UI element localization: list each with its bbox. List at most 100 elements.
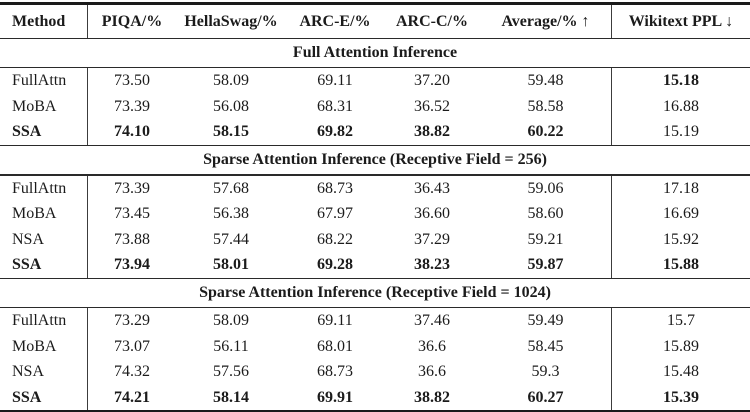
metric-cell: 17.18 — [663, 179, 699, 197]
metric-cell: 37.46 — [414, 312, 450, 330]
method-cell: FullAttn — [0, 308, 88, 334]
metric-cell: 57.68 — [213, 179, 249, 197]
metric-cell: 15.48 — [663, 363, 699, 381]
metric-cell: 68.22 — [317, 230, 353, 248]
divider — [0, 277, 750, 280]
metric-cell: 15.19 — [663, 123, 699, 141]
metric-cell: 68.01 — [317, 337, 353, 355]
metric-cell: 74.10 — [114, 123, 150, 141]
divider — [0, 144, 750, 147]
table-row: MoBA 73.45 56.38 67.97 36.60 58.60 16.69 — [0, 201, 750, 227]
metric-cell: 69.91 — [317, 388, 353, 406]
metric-cell: 56.38 — [213, 205, 249, 223]
table-row: SSA 73.94 58.01 69.28 38.23 59.87 15.88 — [0, 252, 750, 278]
metric-cell: 68.73 — [317, 179, 353, 197]
method-cell: MoBA — [0, 201, 88, 227]
metric-cell: 73.50 — [114, 72, 150, 90]
divider — [0, 307, 750, 309]
metric-cell: 58.14 — [213, 388, 249, 406]
method-cell: NSA — [0, 359, 88, 385]
metric-cell: 38.82 — [414, 123, 450, 141]
divider — [0, 37, 750, 39]
metric-cell: 58.09 — [213, 72, 249, 90]
metric-cell: 67.97 — [317, 205, 353, 223]
metric-cell: 60.27 — [480, 384, 612, 411]
section-title-full-attention: Full Attention Inference — [292, 43, 458, 61]
metric-cell: 57.56 — [213, 363, 249, 381]
col-header-hellaswag: HellaSwag/% — [184, 12, 278, 30]
metric-cell: 56.11 — [213, 337, 249, 355]
method-cell: FullAttn — [0, 175, 88, 202]
method-cell: SSA — [0, 119, 88, 145]
metric-cell: 68.31 — [317, 97, 353, 115]
metric-cell: 15.92 — [663, 230, 699, 248]
metric-cell: 38.82 — [414, 388, 450, 406]
col-header-average: Average/% ↑ — [480, 4, 612, 38]
metric-cell: 36.60 — [414, 205, 450, 223]
metric-cell: 37.20 — [414, 72, 450, 90]
col-header-method: Method — [0, 4, 88, 38]
table-row: SSA 74.21 58.14 69.91 38.82 60.27 15.39 — [0, 384, 750, 411]
metric-cell: 16.88 — [663, 97, 699, 115]
metric-cell: 57.44 — [213, 230, 249, 248]
metric-cell: 73.39 — [114, 97, 150, 115]
metric-cell: 15.7 — [667, 312, 695, 330]
metric-cell: 58.09 — [213, 312, 249, 330]
metric-cell: 73.29 — [114, 312, 150, 330]
metric-cell: 68.73 — [317, 363, 353, 381]
table-row: FullAttn 73.50 58.09 69.11 37.20 59.48 1… — [0, 68, 750, 94]
metric-cell: 59.87 — [480, 252, 612, 278]
table-row: MoBA 73.07 56.11 68.01 36.6 58.45 15.89 — [0, 333, 750, 360]
bottom-rule — [0, 410, 750, 412]
metric-cell: 59.49 — [480, 308, 612, 334]
metric-cell: 69.28 — [317, 256, 353, 274]
table-row: NSA 74.32 57.56 68.73 36.6 59.3 15.48 — [0, 359, 750, 385]
metric-cell: 73.94 — [114, 256, 150, 274]
metric-cell: 69.11 — [317, 72, 353, 90]
metric-cell: 36.52 — [414, 97, 450, 115]
metric-cell: 58.45 — [480, 333, 612, 360]
metric-cell: 59.21 — [480, 226, 612, 253]
metric-cell: 73.39 — [114, 179, 150, 197]
metric-cell: 15.88 — [663, 256, 699, 274]
metric-cell: 58.01 — [213, 256, 249, 274]
metric-cell: 73.88 — [114, 230, 150, 248]
metric-cell: 59.3 — [480, 359, 612, 385]
metric-cell: 58.60 — [480, 201, 612, 227]
section-title-sparse-256: Sparse Attention Inference (Receptive Fi… — [203, 151, 547, 169]
divider — [0, 66, 750, 69]
table-row: FullAttn 73.29 58.09 69.11 37.46 59.49 1… — [0, 308, 750, 334]
metric-cell: 73.07 — [114, 337, 150, 355]
table-row: NSA 73.88 57.44 68.22 37.29 59.21 15.92 — [0, 226, 750, 253]
metric-cell: 38.23 — [414, 256, 450, 274]
col-header-arc-c: ARC-C/% — [396, 12, 468, 30]
section-title-sparse-1024: Sparse Attention Inference (Receptive Fi… — [199, 284, 551, 302]
metric-cell: 36.6 — [418, 363, 446, 381]
metric-cell: 74.21 — [114, 388, 150, 406]
metric-cell: 59.06 — [480, 175, 612, 202]
metric-cell: 16.69 — [663, 205, 699, 223]
metric-cell: 36.43 — [414, 179, 450, 197]
divider — [0, 174, 750, 176]
metric-cell: 15.89 — [663, 337, 699, 355]
method-cell: FullAttn — [0, 68, 88, 94]
metric-cell: 69.82 — [317, 123, 353, 141]
metric-cell: 56.08 — [213, 97, 249, 115]
metric-cell: 69.11 — [317, 312, 353, 330]
column-header-row: Method PIQA/% HellaSwag/% ARC-E/% ARC-C/… — [0, 4, 750, 38]
table-row: SSA 74.10 58.15 69.82 38.82 60.22 15.19 — [0, 119, 750, 145]
table-row: MoBA 73.39 56.08 68.31 36.52 58.58 16.88 — [0, 93, 750, 120]
method-cell: MoBA — [0, 333, 88, 360]
metric-cell: 60.22 — [480, 119, 612, 145]
col-header-arc-e: ARC-E/% — [299, 12, 371, 30]
metric-cell: 59.48 — [480, 68, 612, 94]
metric-cell: 37.29 — [414, 230, 450, 248]
top-rule — [0, 2, 750, 5]
metric-cell: 15.18 — [663, 72, 699, 90]
method-cell: NSA — [0, 226, 88, 253]
metric-cell: 15.39 — [663, 388, 699, 406]
metric-cell: 74.32 — [114, 363, 150, 381]
table-row: FullAttn 73.39 57.68 68.73 36.43 59.06 1… — [0, 175, 750, 202]
metric-cell: 58.15 — [213, 123, 249, 141]
metric-cell: 36.6 — [418, 337, 446, 355]
